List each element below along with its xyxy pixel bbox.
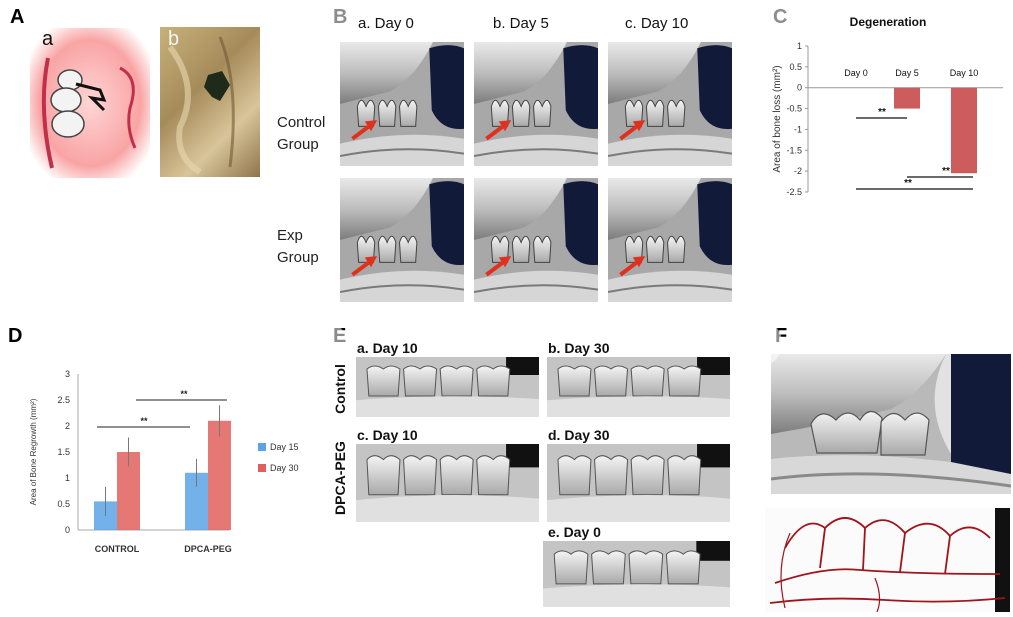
ct-image-e-dpca-day10 [356,444,539,522]
red-arrow-icon [619,256,646,277]
ct-image-control-day10 [608,42,732,166]
panel-b-control-group-label: Control Group [277,112,325,156]
ct-image-f-3d [771,354,1011,494]
ct-image-exp-day0 [340,178,464,302]
y-tick-label: 1.5 [57,447,70,457]
x-category-label: Day 5 [895,68,919,78]
x-category-label: Day 10 [950,68,979,78]
significance-marker: ** [180,389,188,399]
panel-a-sublabel-a: a [42,28,54,50]
panel-label-a: A [10,6,25,28]
red-arrow-icon [619,120,646,141]
bar [185,472,208,530]
significance-marker: ** [942,166,950,177]
ct-image-e-dpca-day0 [543,541,730,607]
y-tick-label: -1 [794,124,802,134]
red-arrow-icon [351,120,378,141]
legend-label: Day 15 [270,442,299,452]
y-tick-label: -0.5 [786,104,802,114]
panel-e-title-e: e. Day 0 [548,524,601,540]
panel-a-illustration [30,28,150,178]
significance-marker: ** [140,416,148,426]
ct-image-control-day0 [340,42,464,166]
significance-marker: ** [878,107,886,118]
control-group-line2: Group [277,136,319,153]
ct-image-e-control-day30 [547,357,730,417]
ct-image-exp-day10 [608,178,732,302]
bar [117,452,140,530]
legend-swatch [258,443,266,451]
panel-b-day-5: b. Day 5 [493,15,549,32]
y-tick-label: -1.5 [786,145,802,155]
panel-label-d: D [8,325,23,347]
legend-label: Day 30 [270,463,299,473]
panel-a-photo [160,27,260,177]
bar [951,87,977,174]
significance-marker: ** [904,178,912,189]
chart-bone-regrowth: 0 0.5 1 1.5 2 2.5 3 Area of Bone Regrowth (mm²)… [20,360,320,560]
watermark-circle [296,318,346,368]
panel-e-title-c: c. Day 10 [357,427,418,443]
red-arrow-icon [485,120,512,141]
y-tick-label: 0.5 [789,62,802,72]
legend-swatch [258,464,266,472]
x-category-label: Day 0 [844,68,868,78]
panel-e-title-b: b. Day 30 [548,340,610,356]
x-category-label: CONTROL [95,544,140,554]
ct-image-f-outline [765,508,1010,613]
y-tick-label: 3 [65,369,70,379]
panel-e-title-d: d. Day 30 [548,427,610,443]
red-arrow-icon [351,256,378,277]
y-axis-label: Area of bone loss (mm²) [772,65,783,172]
ct-image-exp-day5 [474,178,598,302]
y-tick-label: 1 [797,41,802,51]
panel-e-title-a: a. Day 10 [357,340,418,356]
red-arrow-icon [485,256,512,277]
chart-degeneration: Degeneration 1 0.5 0 -0.5 -1 -1.5 -2 -2.5 Area of… [768,8,1008,210]
bar [208,420,231,530]
panel-e-row-label-dpca-peg: DPCA-PEG [332,441,348,515]
y-tick-label: 2.5 [57,395,70,405]
exp-group-line2: Group [277,249,319,266]
ct-image-e-dpca-day30 [547,444,730,522]
panel-b-day-10: c. Day 10 [625,15,689,32]
y-tick-label: 0 [797,83,802,93]
y-tick-label: -2 [794,166,802,176]
exp-group-line1: Exp [277,227,303,244]
panel-b-day-0: a. Day 0 [358,15,414,32]
x-category-label: DPCA-PEG [184,544,232,554]
y-tick-label: 1 [65,473,70,483]
ct-image-control-day5 [474,42,598,166]
watermark-circle [732,318,782,368]
y-tick-label: 2 [65,421,70,431]
panel-b-exp-group-label: Exp Group [277,225,319,269]
y-tick-label: 0 [65,525,70,535]
bar [894,87,920,109]
watermark-circle [296,0,356,40]
y-tick-label: 0.5 [57,499,70,509]
y-tick-label: -2.5 [786,187,802,197]
control-group-line1: Control [277,114,326,131]
y-axis-label: Area of Bone Regrowth (mm²) [29,398,38,505]
panel-a-sublabel-b: b [168,28,180,50]
chart-title: Degeneration [850,15,927,29]
ct-image-e-control-day10 [356,357,539,417]
